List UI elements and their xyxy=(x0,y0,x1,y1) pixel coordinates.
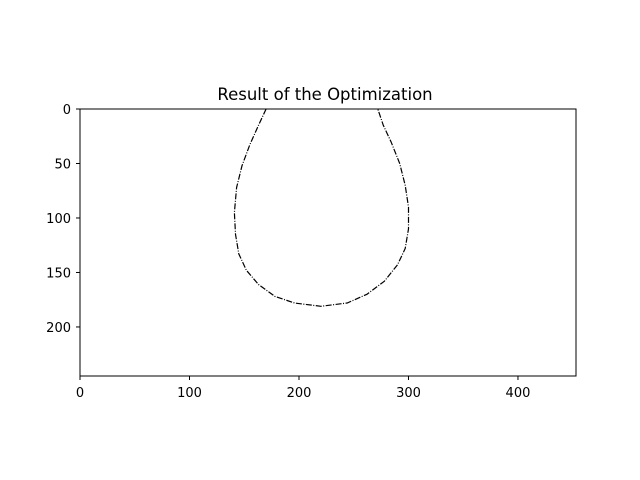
y-tick-label: 0 xyxy=(63,103,71,118)
y-tick-label: 50 xyxy=(54,157,71,172)
plot-area xyxy=(79,108,577,377)
drop-outline xyxy=(233,108,410,307)
x-tick-label: 0 xyxy=(76,386,84,401)
x-tick-label: 200 xyxy=(287,386,312,401)
y-axis: 0 50 100 150 200 xyxy=(46,103,80,336)
x-tick-label: 400 xyxy=(506,386,531,401)
x-tick-label: 100 xyxy=(177,386,202,401)
chart-title: Result of the Optimization xyxy=(217,85,432,104)
axes-frame xyxy=(79,108,577,377)
x-axis: 0 100 200 300 400 xyxy=(76,376,531,401)
y-tick-label: 100 xyxy=(46,212,71,227)
x-tick-label: 300 xyxy=(396,386,421,401)
y-tick-label: 200 xyxy=(46,321,71,336)
y-tick-label: 150 xyxy=(46,266,71,281)
